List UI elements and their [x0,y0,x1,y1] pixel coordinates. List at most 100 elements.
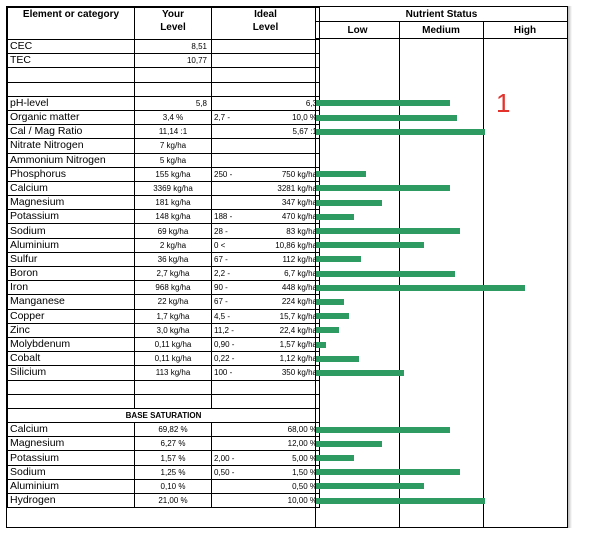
ideal-level-cell: 0,22 - 1,12 kg/ha [211,351,320,367]
ideal-level-cell [211,152,320,168]
ideal-high-value: 1,12 kg/ha [279,354,317,364]
your-level-value: 148 kg/ha [134,209,212,225]
cec-row: CEC 8,51 [7,38,320,55]
cec-value: 8,51 [134,38,212,55]
your-level-value: 2 kg/ha [134,237,212,253]
nutrient-row: Silicium 113 kg/ha 100 - 350 kg/ha [7,365,320,381]
element-name: Phosphorus [7,166,135,182]
element-name: Sodium [7,223,135,239]
nutrient-row: Zinc 3,0 kg/ha 11,2 - 22,4 kg/ha [7,322,320,338]
status-bar [316,298,344,305]
ideal-high-value: 224 kg/ha [281,297,317,307]
status-bar [316,369,404,376]
ideal-high-value: 5,00 % [292,453,317,463]
ideal-low-value [214,182,240,194]
ideal-low-value: 90 - [214,283,228,293]
element-name: Organic matter [7,109,135,126]
ideal-high-value: 470 kg/ha [281,212,317,222]
element-name: Hydrogen [7,492,135,509]
ideal-level-cell: 10,00 % [211,492,320,509]
ideal-low-value: 11,2 - [214,325,234,335]
base-saturation-title: BASE SATURATION [7,407,320,424]
ideal-level-cell: 100 - 350 kg/ha [211,365,320,381]
blank-row [7,67,320,83]
your-level-value: 968 kg/ha [134,280,212,296]
status-bar [316,483,424,490]
ideal-high-value: 3281 kg/ha [277,183,317,193]
status-bar [316,341,326,348]
base-saturation-row: Sodium 1,25 % 0,50 - 1,50 % [7,464,320,480]
your-level-value: 21,00 % [134,492,212,509]
your-level-value: 1,7 kg/ha [134,308,212,324]
element-name: Nitrate Nitrogen [7,138,135,154]
ideal-low-value: 0,50 - [214,467,235,477]
your-level-value: 181 kg/ha [134,195,212,211]
ideal-level-cell: 6,3 [211,95,320,111]
status-divider-medium-high [483,22,484,527]
header-your-level: Your Level [134,7,212,40]
base-saturation-row: Potassium 1,57 % 2,00 - 5,00 % [7,450,320,466]
ideal-high-value: 1,57 kg/ha [279,340,317,350]
your-level-value: 69 kg/ha [134,223,212,239]
ideal-low-value [214,424,240,436]
ideal-level-cell: 3281 kg/ha [211,180,320,197]
element-name: Cal / Mag Ratio [7,124,135,140]
element-name: Potassium [7,450,135,466]
your-level-value: 36 kg/ha [134,251,212,268]
ideal-high-value: 448 kg/ha [281,283,317,293]
element-name: Copper [7,308,135,324]
header-row: Element or category Your Level Ideal Level [7,7,320,40]
status-bar [316,469,460,476]
base-saturation-row: Aluminium 0,10 % 0,50 % [7,478,320,495]
status-bar [316,228,460,235]
nutrient-row: Phosphorus 155 kg/ha 250 - 750 kg/ha [7,166,320,182]
base-saturation-row: Magnesium 6,27 % 12,00 % [7,436,320,452]
ideal-low-value: 2,00 - [214,453,235,463]
nutrient-row: Magnesium 181 kg/ha 347 kg/ha [7,195,320,211]
ideal-high-value: 83 kg/ha [286,226,317,236]
base-saturation-title-row: BASE SATURATION [7,407,320,424]
ideal-high-value: 22,4 kg/ha [279,325,317,335]
your-level-value: 0,10 % [134,478,212,495]
ideal-high-value: 6,7 kg/ha [284,269,317,279]
your-level-value: 2,7 kg/ha [134,265,212,282]
ideal-high-value: 10,0 % [292,113,317,123]
element-name: Aluminium [7,478,135,495]
your-level-value: 0,11 kg/ha [134,351,212,367]
your-level-value: 7 kg/ha [134,138,212,154]
status-bar [316,497,485,504]
ideal-level-cell: 188 - 470 kg/ha [211,209,320,225]
ideal-high-value: 68,00 % [287,425,317,435]
ideal-level-cell [211,138,320,154]
ideal-low-value: 2,7 - [214,113,231,123]
header-element: Element or category [7,7,135,40]
status-bar [316,185,450,192]
ideal-level-cell: 0 < 10,86 kg/ha [211,237,320,253]
your-level-value: 5,8 [134,95,212,111]
nutrient-row: Manganese 22 kg/ha 67 - 224 kg/ha [7,294,320,310]
element-name: Magnesium [7,436,135,452]
ideal-high-value: 347 kg/ha [281,198,317,208]
element-name: Zinc [7,322,135,338]
element-name: Magnesium [7,195,135,211]
element-name: Ammonium Nitrogen [7,152,135,168]
ideal-low-value: 2,2 - [214,269,231,279]
ideal-low-value [214,480,240,492]
status-bar [316,355,359,362]
status-bar [316,100,450,107]
element-name: Iron [7,280,135,296]
status-bar [316,199,382,206]
ideal-level-cell: 67 - 224 kg/ha [211,294,320,310]
ideal-level-cell: 12,00 % [211,436,320,452]
ideal-high-value: 12,00 % [287,439,317,449]
ideal-high-value: 5,67 :1 [292,127,317,137]
status-bar [316,242,424,249]
ideal-low-value: 0 < [214,240,226,250]
status-bar [316,213,354,220]
element-name: Manganese [7,294,135,310]
ideal-low-value: 67 - [214,254,228,264]
ideal-low-value: 67 - [214,297,228,307]
blank-row [7,393,320,409]
element-name: Boron [7,265,135,282]
status-bar [316,426,450,433]
